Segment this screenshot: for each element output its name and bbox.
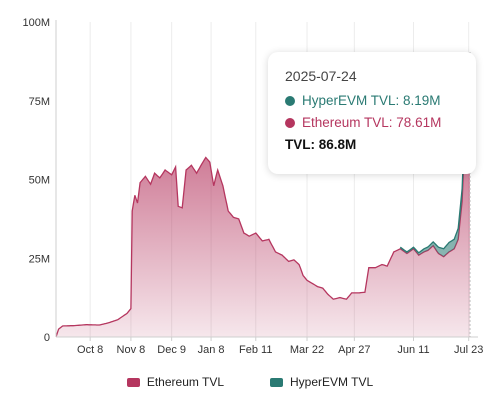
legend-item-ethereum[interactable]: Ethereum TVL [126,375,224,389]
legend-item-hyperevm[interactable]: HyperEVM TVL [270,375,373,389]
legend-swatch-ethereum [126,377,140,387]
x-tick-label-3: Jan 8 [198,344,225,356]
legend-label-hyperevm: HyperEVM TVL [290,375,374,389]
x-tick-label-0: Oct 8 [77,344,103,356]
tooltip-row-hyperevm: HyperEVM TVL: 8.19M [285,93,476,108]
tooltip-dot-hyperevm [285,95,295,106]
legend-label-ethereum: Ethereum TVL [146,375,224,389]
x-tick-label-7: Jun 11 [397,344,429,356]
chart-legend: Ethereum TVL HyperEVM TVL [0,375,500,389]
tooltip-dot-ethereum [285,117,295,128]
hyperevm-tvl-line [399,63,471,254]
y-tick-label-1: 25M [29,253,50,265]
tooltip-row-ethereum: Ethereum TVL: 78.61M [285,115,476,130]
y-tick-label-3: 75M [29,96,50,108]
y-tick-label-2: 50M [29,175,50,187]
y-tick-label-4: 100M [22,17,50,29]
axes: 0 25M 50M 75M 100M Oct 8 Nov 8 Dec 9 Jan 8 Feb 11… [22,17,483,356]
legend-swatch-hyperevm [270,377,283,387]
tooltip-hyperevm-value: HyperEVM TVL: 8.19M [302,93,441,108]
x-tick-label-8: Jul 23 [454,344,483,356]
tooltip-total: TVL: 86.8M [285,137,357,152]
tooltip-date: 2025-07-24 [285,68,357,84]
x-tick-label-2: Dec 9 [157,344,186,356]
x-tick-label-1: Nov 8 [117,344,146,356]
x-tick-label-4: Feb 11 [239,344,272,356]
x-tick-label-6: Apr 27 [338,344,370,356]
tooltip-ethereum-value: Ethereum TVL: 78.61M [302,115,442,130]
hover-tooltip: 2025-07-24 HyperEVM TVL: 8.19M Ethereum … [268,52,476,174]
x-tick-label-5: Mar 22 [290,344,324,356]
y-tick-label-0: 0 [44,332,50,344]
series-areas [55,63,471,338]
ethereum-tvl-area [56,89,470,338]
